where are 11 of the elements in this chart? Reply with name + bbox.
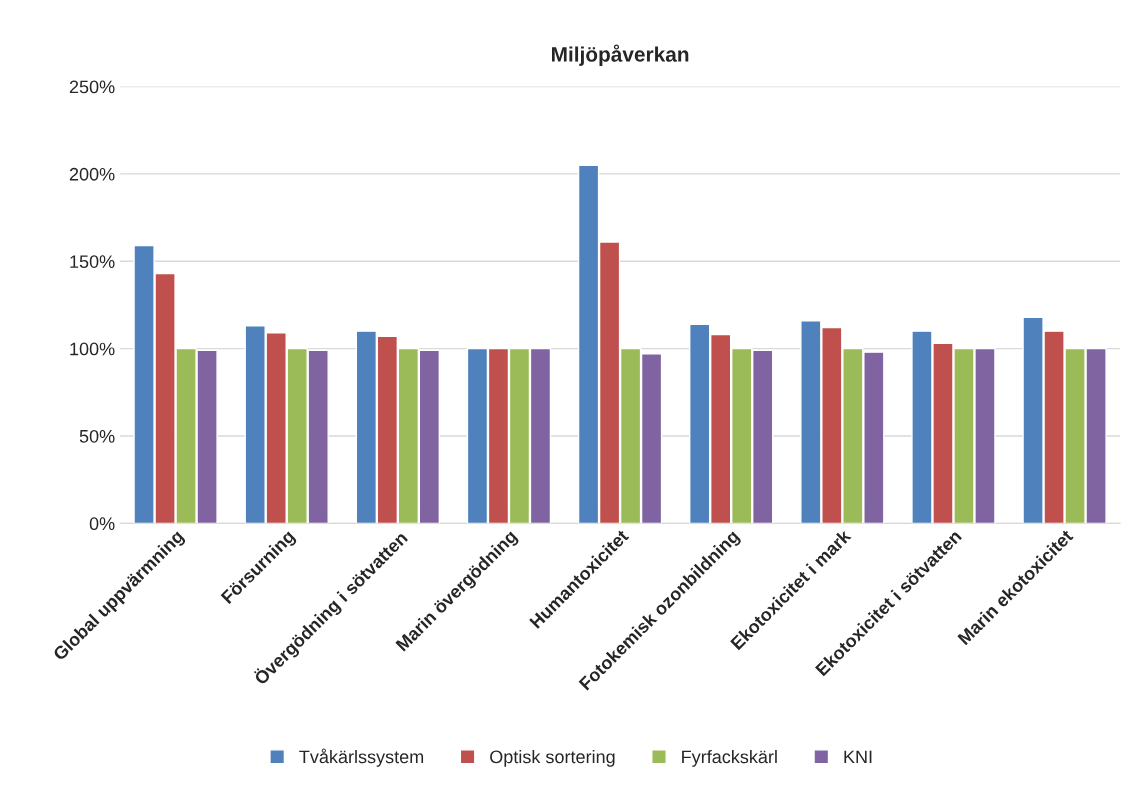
y-tick-label: 50% bbox=[79, 429, 115, 443]
y-tick-label: 100% bbox=[70, 342, 115, 356]
legend-label: KNI bbox=[844, 750, 872, 764]
y-tick-label: 0% bbox=[89, 517, 115, 531]
legend-label: Fyrfackskärl bbox=[682, 749, 777, 767]
y-tick-label: 250% bbox=[69, 80, 115, 94]
legend-label: Tvåkärlssystem bbox=[299, 748, 424, 767]
chart-title: Miljöpåverkan bbox=[552, 44, 689, 66]
y-tick-label: 200% bbox=[69, 167, 115, 181]
y-tick-label: 150% bbox=[70, 255, 115, 268]
legend-label: Optisk sortering bbox=[490, 749, 615, 767]
